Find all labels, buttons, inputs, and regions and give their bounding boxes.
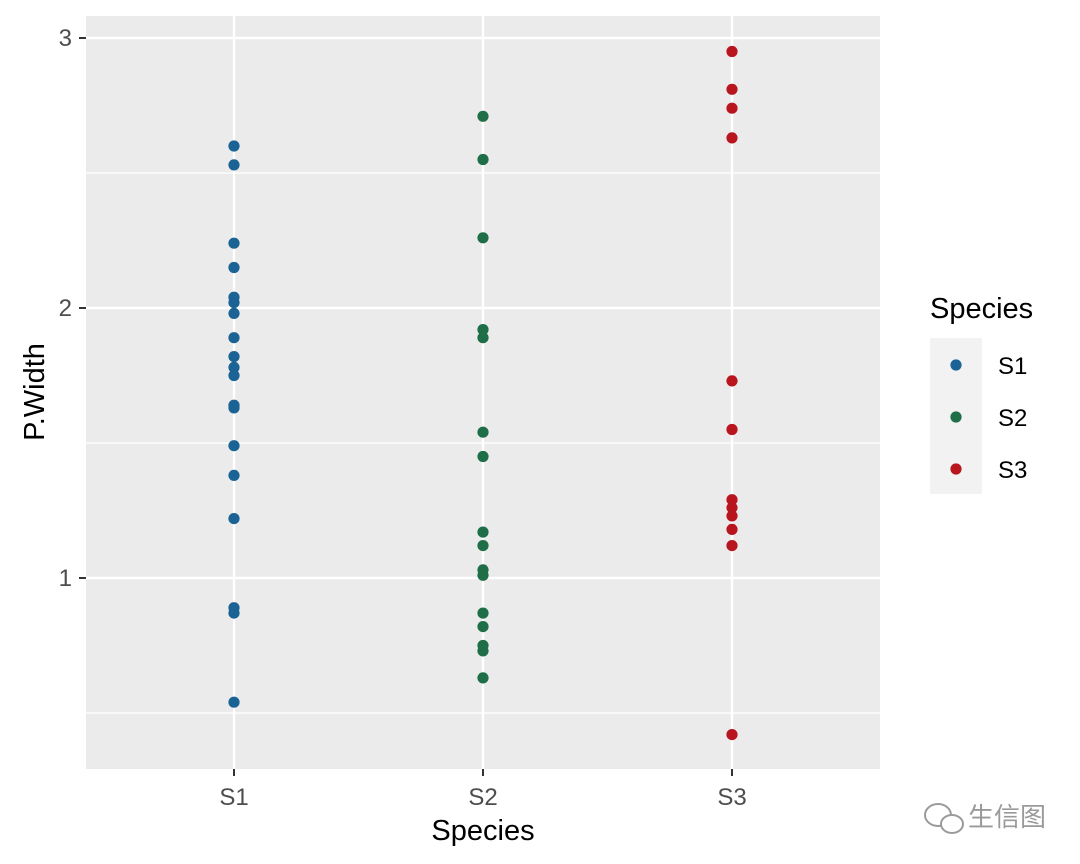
data-point-s2 [477, 645, 489, 657]
data-point-s1 [228, 140, 240, 152]
y-axis-title: P.Width [19, 343, 51, 441]
data-point-s1 [228, 307, 240, 319]
data-point-s1 [228, 469, 240, 481]
data-point-s3 [726, 423, 738, 436]
data-point-s3 [726, 729, 738, 741]
data-point-s1 [228, 297, 240, 309]
data-point-s1 [228, 513, 240, 525]
legend-label-s2: S2 [998, 405, 1027, 432]
wechat-icon [924, 803, 964, 834]
legend-label-s3: S3 [998, 457, 1027, 484]
data-point-s3 [726, 132, 738, 144]
data-point-s1 [228, 361, 240, 373]
data-point-s3 [726, 523, 738, 536]
data-point-s2 [477, 526, 489, 538]
legend-label-s1: S1 [998, 353, 1027, 380]
data-point-s3 [726, 83, 738, 95]
data-point-s3 [726, 540, 738, 552]
data-point-s1 [228, 237, 240, 249]
legend-key-s3 [950, 463, 962, 475]
data-point-s2 [477, 110, 489, 122]
x-tick-label: S3 [717, 784, 746, 811]
data-point-s3 [726, 45, 738, 58]
x-tick-label: S2 [468, 784, 497, 811]
data-point-s1 [228, 159, 240, 171]
watermark-text: 生信图 [968, 802, 1046, 832]
data-point-s1 [228, 607, 240, 619]
watermark: 生信图 [924, 802, 1046, 834]
data-point-s2 [477, 153, 489, 166]
data-point-s1 [228, 332, 240, 344]
data-point-s2 [477, 332, 489, 344]
data-point-s2 [477, 621, 489, 633]
x-axis-title: Species [431, 815, 534, 847]
legend-key-s1 [950, 359, 962, 371]
data-point-s1 [228, 402, 240, 414]
data-point-s3 [726, 502, 738, 514]
data-point-s1 [228, 696, 240, 708]
y-tick-label: 1 [59, 565, 72, 592]
data-point-s2 [477, 232, 489, 244]
data-point-s1 [228, 351, 240, 363]
data-point-s3 [726, 510, 738, 522]
data-point-s3 [726, 375, 738, 387]
data-point-s3 [726, 494, 738, 506]
legend-title: Species [930, 293, 1033, 325]
data-point-s2 [477, 569, 489, 581]
y-tick-label: 3 [59, 25, 72, 52]
data-point-s1 [228, 261, 240, 274]
data-point-s2 [477, 426, 489, 438]
data-point-s1 [228, 369, 240, 382]
data-point-s2 [477, 607, 489, 619]
data-point-s3 [726, 102, 738, 114]
y-axis: 1 2 3 [59, 25, 86, 592]
legend-key-s2 [950, 411, 962, 423]
data-point-s2 [477, 324, 489, 336]
data-point-s2 [477, 450, 489, 463]
x-tick-label: S1 [219, 784, 248, 811]
data-points [228, 45, 738, 741]
legend: Species S1 S2 S3 [930, 293, 1033, 494]
y-tick-label: 2 [59, 295, 72, 322]
data-point-s1 [228, 440, 240, 452]
data-point-s2 [477, 540, 489, 552]
data-point-s2 [477, 672, 489, 684]
x-axis: S1 S2 S3 [219, 769, 747, 811]
